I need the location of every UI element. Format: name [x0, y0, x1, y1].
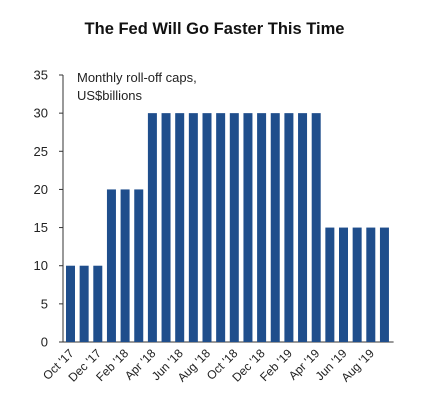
- bar: [93, 265, 103, 342]
- y-axis-label: Monthly roll-off caps,: [77, 70, 197, 85]
- bar: [216, 113, 226, 342]
- bar: [243, 113, 253, 342]
- y-tick-label: 5: [41, 296, 48, 311]
- bar: [147, 113, 157, 342]
- bar: [66, 265, 75, 342]
- bar: [134, 189, 144, 342]
- y-tick-label: 10: [34, 258, 48, 273]
- bar: [298, 113, 308, 342]
- bar: [379, 227, 389, 342]
- bar: [352, 227, 362, 342]
- bar: [366, 227, 376, 342]
- bar: [325, 227, 335, 342]
- axis-layer: [59, 74, 394, 343]
- y-tick-label: 0: [41, 335, 48, 350]
- bar: [188, 113, 198, 342]
- bar: [339, 227, 348, 342]
- chart-title: The Fed Will Go Faster This Time: [84, 20, 345, 38]
- bars-layer: [66, 113, 389, 342]
- y-tick-label: 30: [34, 106, 48, 121]
- y-tick-label: 20: [34, 182, 48, 197]
- bar: [229, 113, 239, 342]
- y-tick-label: 15: [34, 220, 48, 235]
- bar: [106, 189, 116, 342]
- bar: [270, 113, 280, 342]
- bar: [257, 113, 267, 342]
- bar: [120, 189, 130, 342]
- y-axis-label: US$billions: [77, 88, 143, 103]
- bar: [79, 265, 89, 342]
- bar: [284, 113, 294, 342]
- y-tick-label: 25: [34, 144, 48, 159]
- bar: [175, 113, 185, 342]
- bar: [311, 113, 321, 342]
- bar: [161, 113, 171, 342]
- y-tick-label: 35: [34, 68, 48, 83]
- bar: [202, 113, 212, 342]
